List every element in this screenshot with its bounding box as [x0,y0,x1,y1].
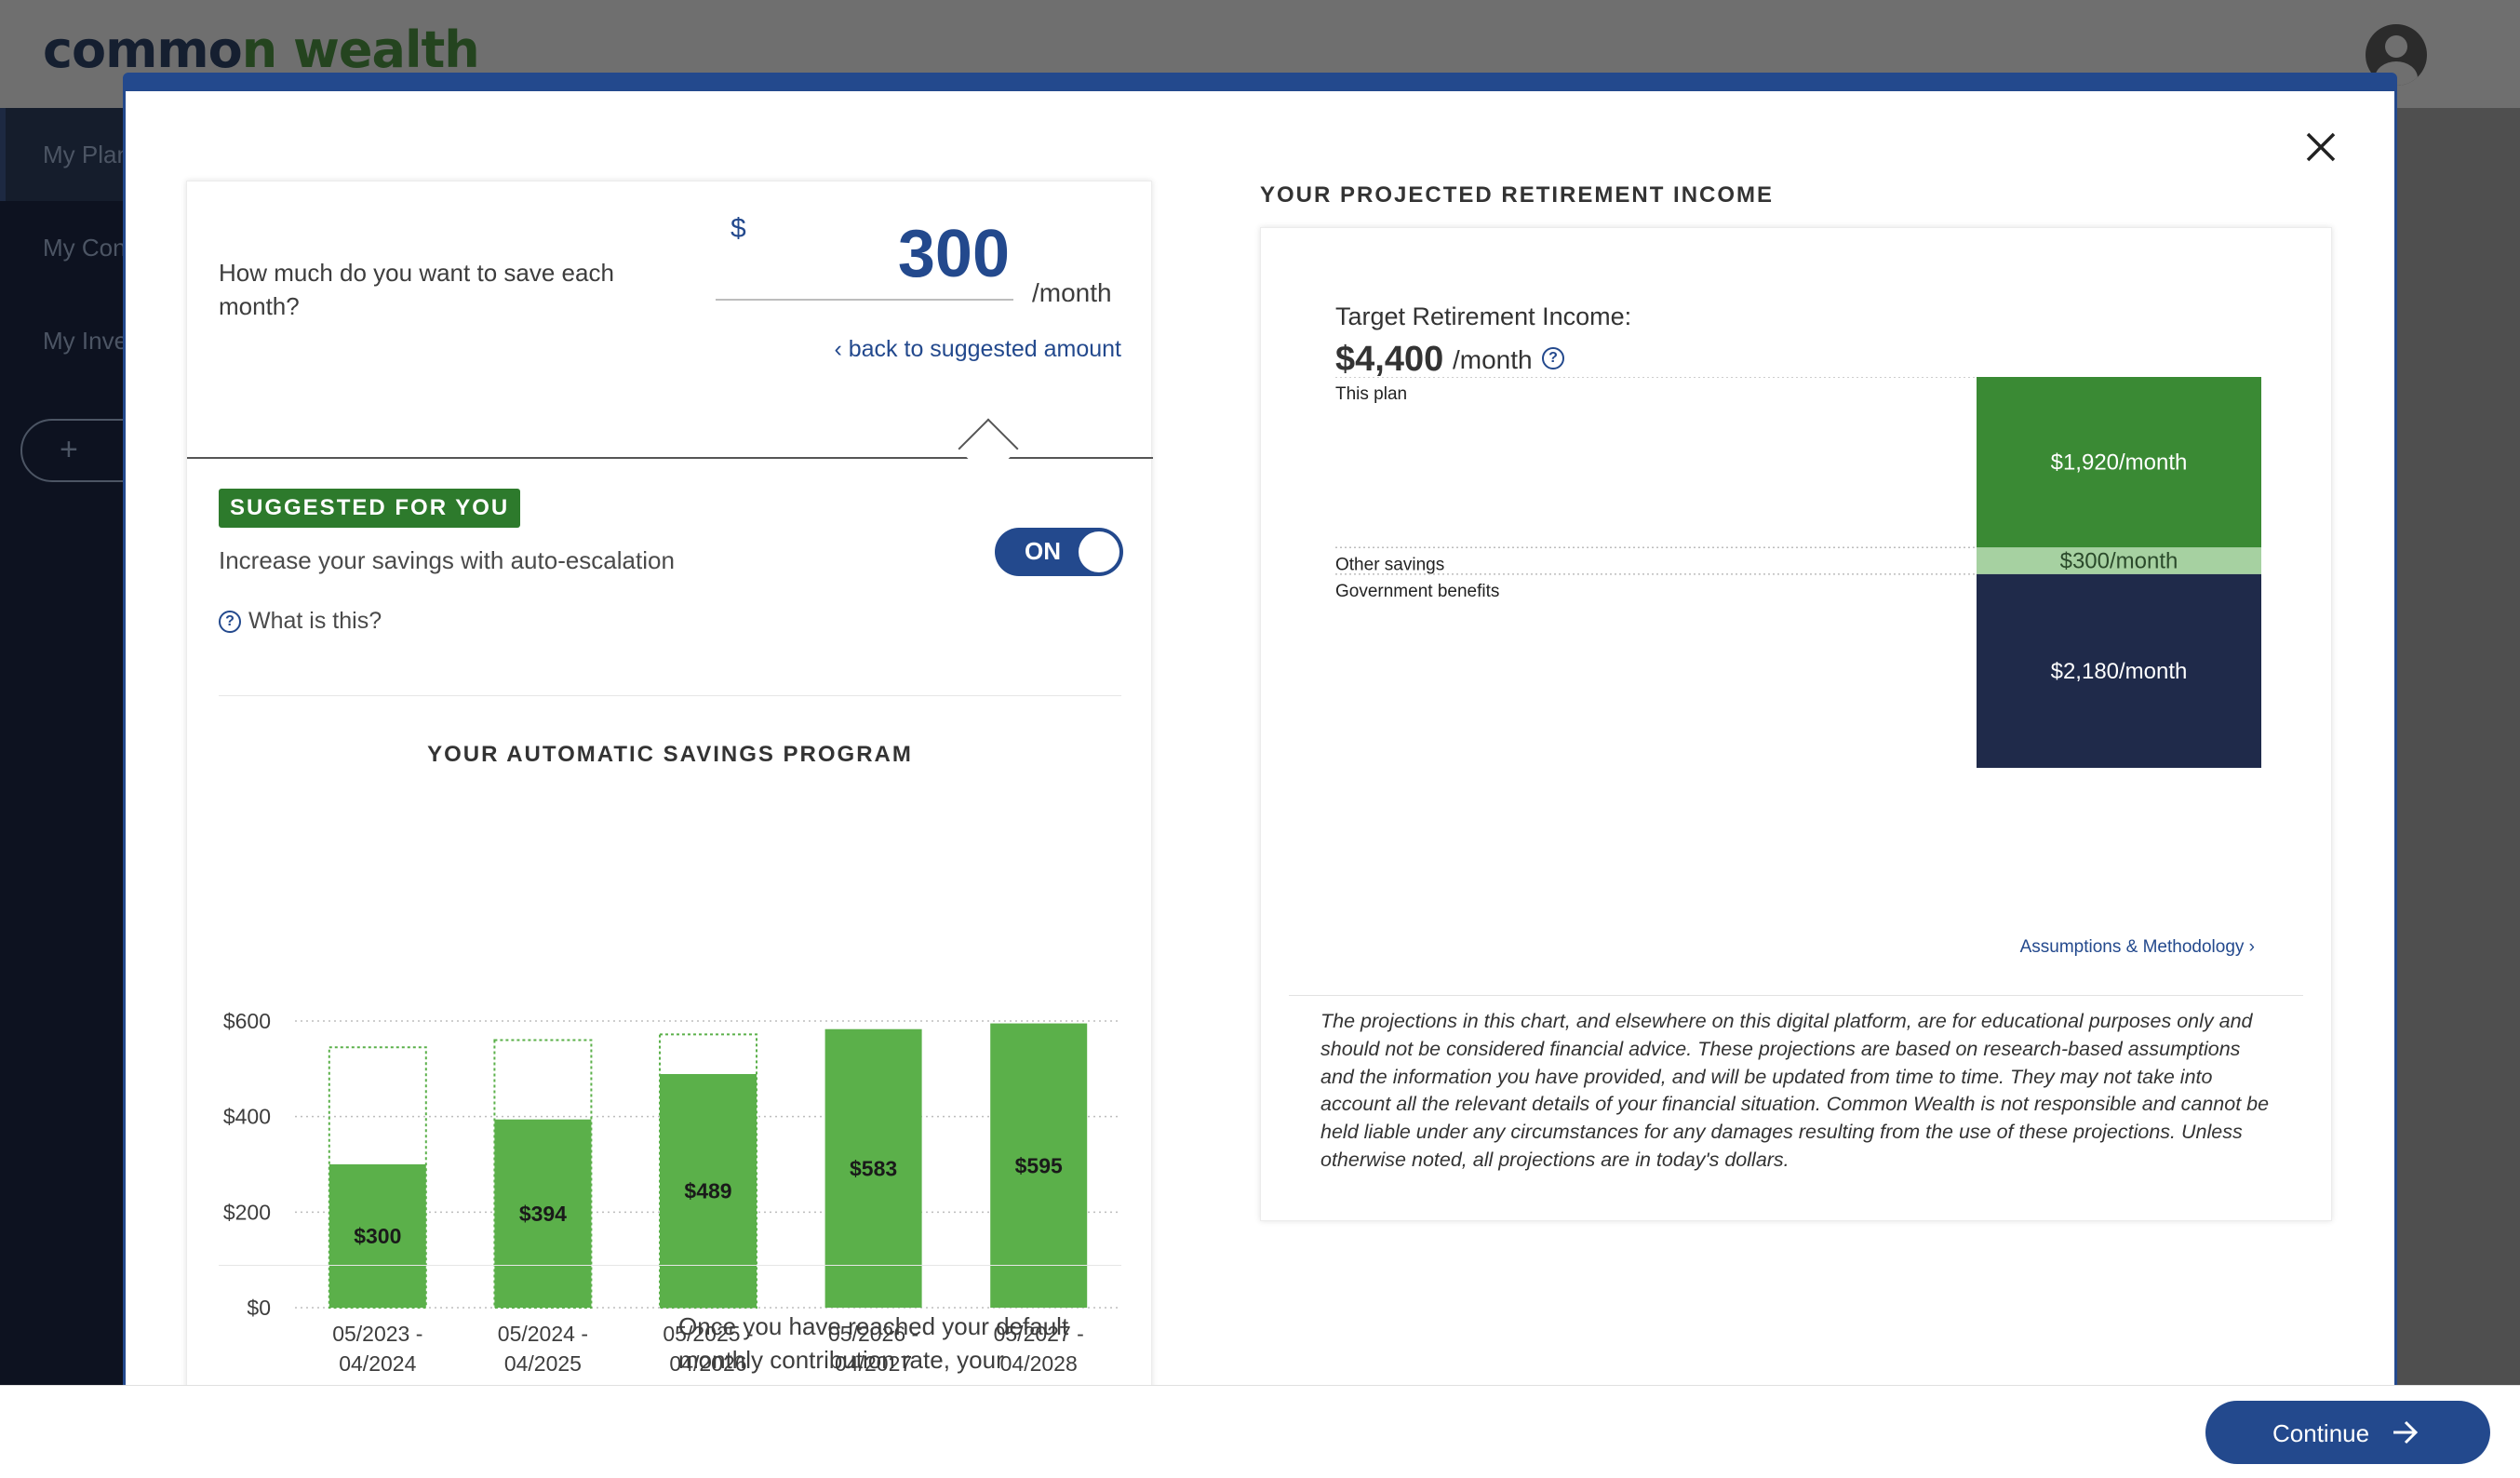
y-tick-label: $200 [223,1200,271,1224]
x-tick-label: 04/2025 [504,1351,582,1376]
x-tick-label: 05/2025 - [663,1322,753,1346]
y-tick-label: $400 [223,1105,271,1129]
modal-footer: Continue [0,1385,2520,1478]
series-label: Other savings [1335,555,1444,574]
separator [219,695,1121,696]
retirement-income-title: YOUR PROJECTED RETIREMENT INCOME [1260,182,1775,208]
sidebar-item-my-contributions[interactable]: My Contributions [43,234,130,262]
separator [219,1265,1121,1266]
sidebar-item-my-investments[interactable]: My Investments [43,327,130,355]
x-tick-label: 05/2024 - [498,1322,588,1346]
contribution-question: How much do you want to save each month? [219,259,614,320]
continue-label: Continue [2272,1419,2370,1447]
segment-value-label: $300/month [2060,549,2178,574]
sidebar-item-my-plan[interactable]: My Plan [0,108,130,201]
y-tick-label: $0 [247,1296,271,1320]
target-income-per: /month [1453,345,1533,374]
savings-program-title: YOUR AUTOMATIC SAVINGS PROGRAM [427,742,913,767]
savings-program-description: Once you have reached your default month… [678,1312,1069,1374]
bar-value-label: $300 [354,1224,401,1248]
x-tick-label: 04/2024 [339,1351,416,1376]
x-tick-label: 04/2027 [835,1351,912,1376]
toggle-label: ON [1025,537,1061,565]
stacked-segment [1977,573,2261,768]
bar [494,1119,592,1308]
disclaimer-text: The projections in this chart, and elsew… [1320,1010,2270,1171]
auto-escalation-label: Increase your savings with auto-escalati… [219,546,675,574]
plus-icon: + [60,432,78,467]
assumptions-link[interactable]: Assumptions & Methodology › [2019,937,2255,957]
backdrop-overlay [2395,108,2520,1385]
target-income-value: $4,400 [1335,340,1444,379]
pointer-notch [958,418,1019,479]
auto-escalation-toggle[interactable]: ON [995,528,1123,576]
target-income-label: Target Retirement Income: [1335,302,1632,330]
close-icon[interactable] [2300,127,2341,168]
x-tick-label: 04/2026 [669,1351,746,1376]
savings-program-chart: $0 $200 $400 $600 $300 05/2023 - 04/2024 $394 05… [223,1009,1121,1376]
arrow-right-icon [2393,1420,2419,1444]
question-circle-icon: ? [219,611,241,634]
currency-symbol: $ [731,213,746,244]
x-tick-label: 05/2026 - [828,1322,918,1346]
question-circle-icon[interactable]: ? [1542,347,1564,370]
monthly-amount-input[interactable] [716,209,1013,301]
suggested-badge: SUGGESTED FOR YOU [219,489,521,528]
x-tick-label: 05/2023 - [332,1322,422,1346]
bar [660,1073,757,1308]
series-label: Government benefits [1335,582,1499,601]
y-tick-label: $600 [223,1009,271,1033]
separator [1289,995,2303,996]
continue-button[interactable]: Continue [2205,1401,2490,1464]
what-is-this-label: What is this? [248,608,382,634]
stacked-segment [1977,547,2261,574]
segment-value-label: $1,920/month [2051,450,2188,476]
section-divider [187,457,1153,459]
bar-value-label: $583 [850,1156,897,1180]
x-tick-label: 04/2028 [1000,1351,1078,1376]
bar-value-label: $394 [519,1202,567,1226]
retirement-income-card: Target Retirement Income: $4,400 /month … [1260,227,2332,1221]
bar-value-label: $595 [1015,1153,1063,1177]
segment-value-label: $2,180/month [2051,659,2188,684]
logo: common wealth [43,20,480,79]
toggle-knob [1079,531,1119,572]
per-month-label: /month [1032,278,1112,307]
retirement-income-chart: This plan $1,920/month Other savings $300/m… [1335,377,2261,768]
stacked-segment [1977,377,2261,548]
x-tick-label: 05/2027 - [994,1322,1084,1346]
bar [824,1028,922,1308]
target-outline [493,1039,593,1309]
what-is-this-link[interactable]: ? What is this? [219,608,382,635]
bar [990,1023,1088,1308]
bar [328,1164,426,1308]
bar-value-label: $489 [684,1178,731,1203]
contribution-card: How much do you want to save each month?… [186,181,1153,1391]
back-to-suggested-link[interactable]: ‹ back to suggested amount [834,336,1121,362]
series-label: This plan [1335,384,1407,404]
app-sidebar: My Plan My Contributions My Investments … [0,108,169,1478]
